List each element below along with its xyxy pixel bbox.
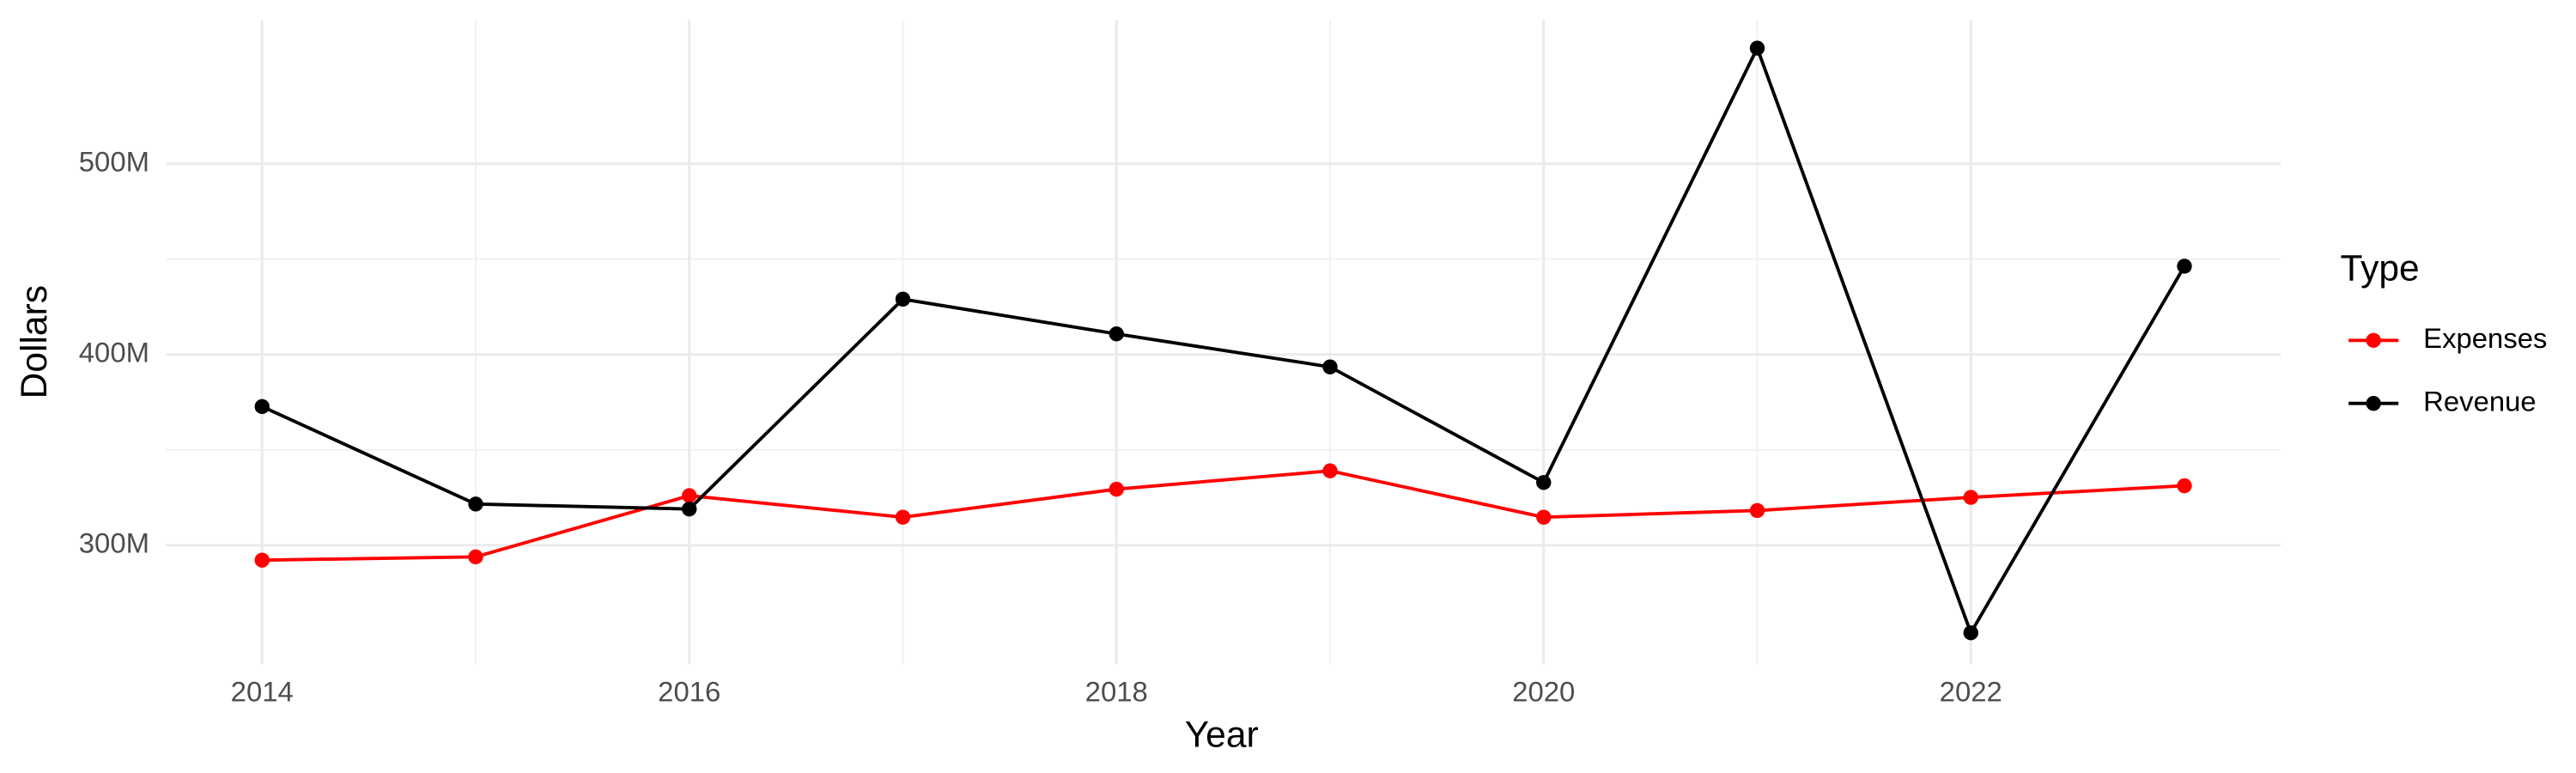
- data-point: [895, 291, 911, 307]
- data-point: [2177, 478, 2192, 494]
- data-point: [1963, 625, 1978, 641]
- x-tick-label: 2016: [658, 676, 720, 708]
- data-point: [682, 488, 697, 503]
- x-tick-label: 2018: [1085, 676, 1148, 708]
- data-point: [1963, 490, 1978, 505]
- data-point: [468, 496, 483, 512]
- y-tick-label: 500M: [79, 145, 149, 177]
- x-tick-label: 2022: [1940, 676, 2002, 708]
- legend-label: Expenses: [2423, 322, 2547, 354]
- legend-title: Type: [2341, 248, 2420, 289]
- data-point: [254, 399, 270, 415]
- x-axis-title: Year: [1185, 715, 1259, 755]
- legend-point: [2366, 396, 2381, 411]
- data-point: [1749, 502, 1765, 519]
- y-tick-label: 400M: [79, 336, 149, 368]
- data-point: [682, 501, 697, 517]
- x-tick-label: 2020: [1512, 676, 1575, 708]
- legend-point: [2366, 332, 2381, 348]
- data-point: [1536, 475, 1552, 490]
- data-point: [1536, 509, 1552, 525]
- series-line: [262, 469, 2185, 563]
- data-point: [1322, 463, 1338, 478]
- data-point: [254, 552, 270, 568]
- data-point: [1749, 40, 1765, 56]
- series-line: [261, 44, 2186, 637]
- legend-label: Revenue: [2423, 385, 2537, 417]
- data-point: [2177, 259, 2192, 274]
- data-point: [895, 509, 911, 525]
- data-point: [1109, 326, 1124, 342]
- data-point: [1109, 481, 1124, 497]
- y-tick-label: 300M: [79, 527, 149, 559]
- data-point: [1322, 359, 1338, 374]
- x-tick-label: 2014: [231, 676, 294, 708]
- data-point: [468, 549, 483, 565]
- y-axis-title: Dollars: [15, 285, 55, 399]
